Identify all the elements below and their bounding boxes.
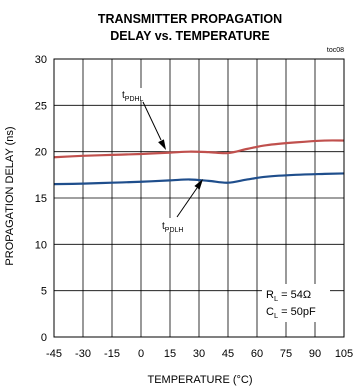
cl-sub: L <box>274 311 278 320</box>
rl-main: R <box>266 289 274 301</box>
x-tick-label: 45 <box>222 348 234 360</box>
svg-text:CL = 50pF: CL = 50pF <box>266 306 316 320</box>
x-tick-label: 75 <box>280 348 292 360</box>
y-tick-label: 0 <box>41 332 47 344</box>
annotation-tpdhl: tPDHL <box>120 88 166 150</box>
y-tick-labels: 0 5 10 15 20 25 30 <box>35 54 47 344</box>
x-tick-labels: -45 -30 -15 0 15 30 45 60 75 90 105 <box>46 348 353 360</box>
x-tick-label: 90 <box>309 348 321 360</box>
tpdhl-arrowhead <box>158 139 166 150</box>
cl-main: C <box>266 306 274 318</box>
tpdhl-label-main: t <box>122 90 125 101</box>
chart-title-line-2: DELAY vs. TEMPERATURE <box>110 29 270 43</box>
annotation-tpdlh: tPDLH <box>160 179 203 234</box>
plot-frame <box>53 58 345 338</box>
y-tick-label: 10 <box>35 239 47 251</box>
x-tick-label: -15 <box>104 348 120 360</box>
series-line-pdlh <box>53 172 345 186</box>
x-tick-label: 0 <box>138 348 144 360</box>
x-tick-label: 60 <box>251 348 263 360</box>
y-tick-label: 25 <box>35 100 47 112</box>
x-axis-title: TEMPERATURE (°C) <box>147 374 252 386</box>
tpdlh-label-main: t <box>162 221 165 232</box>
y-tick-label: 20 <box>35 147 47 159</box>
x-tick-label: 30 <box>193 348 205 360</box>
tpdhl-arrow-line <box>142 101 162 141</box>
figure-id: toc08 <box>327 47 344 54</box>
tpdlh-label-sub: PDLH <box>165 227 184 234</box>
test-conditions: RL = 54Ω CL = 50pF <box>262 284 330 322</box>
y-tick-label: 5 <box>41 286 47 298</box>
series-line-pdhl <box>53 139 345 159</box>
svg-text:RL = 54Ω: RL = 54Ω <box>266 289 311 303</box>
x-tick-label: 15 <box>164 348 176 360</box>
cl-value: = 50pF <box>278 306 316 318</box>
x-tick-label: -30 <box>75 348 91 360</box>
tpdlh-arrowhead <box>194 179 203 190</box>
rl-value: = 54Ω <box>278 289 311 301</box>
y-tick-label: 15 <box>35 193 47 205</box>
tpdhl-label-sub: PDHL <box>125 96 144 103</box>
y-axis-title: PROPAGATION DELAY (ns) <box>4 126 16 265</box>
svg-text:tPDHL: tPDHL <box>122 90 144 103</box>
y-tick-label: 30 <box>35 54 47 66</box>
svg-text:tPDLH: tPDLH <box>162 221 183 234</box>
x-tick-label: -45 <box>46 348 62 360</box>
x-tick-label: 105 <box>335 348 353 360</box>
rl-sub: L <box>274 294 278 303</box>
tpdlh-arrow-line <box>176 187 198 218</box>
series-lines <box>53 139 345 186</box>
chart-title-line-1: TRANSMITTER PROPAGATION <box>98 12 282 26</box>
